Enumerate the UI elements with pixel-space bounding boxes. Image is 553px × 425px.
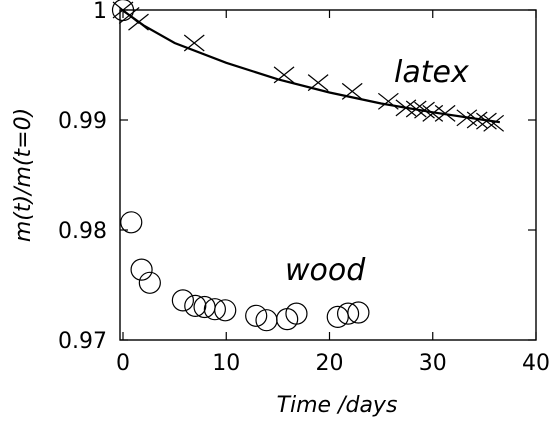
x-axis-title: Time /days bbox=[277, 393, 398, 418]
y-tick-label: 1 bbox=[93, 0, 107, 24]
wood-series bbox=[111, 0, 370, 332]
latex-point bbox=[483, 114, 505, 132]
wood-point bbox=[130, 258, 153, 281]
latex-point bbox=[183, 34, 205, 52]
wood-point bbox=[245, 304, 268, 327]
wood-point bbox=[336, 302, 360, 325]
latex-point bbox=[466, 111, 488, 129]
latex-point bbox=[476, 112, 497, 130]
latex-point bbox=[395, 99, 417, 117]
wood-point bbox=[285, 302, 308, 325]
x-tick-label: 30 bbox=[419, 351, 447, 376]
latex-point bbox=[307, 74, 329, 92]
latex-point bbox=[405, 100, 427, 118]
wood-point bbox=[111, 0, 135, 22]
wood-point bbox=[347, 301, 370, 324]
latex-point bbox=[377, 92, 399, 110]
x-tick-label: 40 bbox=[522, 351, 550, 376]
x-axis-ticks: 0 10 20 30 40 bbox=[116, 10, 550, 376]
y-tick-label: 0.98 bbox=[58, 219, 107, 244]
wood-point bbox=[120, 211, 143, 234]
wood-point bbox=[184, 294, 207, 317]
y-tick-label: 0.99 bbox=[58, 109, 107, 134]
latex-series bbox=[112, 1, 505, 132]
latex-point bbox=[273, 66, 295, 84]
wood-point bbox=[203, 298, 226, 321]
plot-frame bbox=[119, 9, 537, 341]
x-tick-label: 20 bbox=[316, 351, 344, 376]
latex-point bbox=[128, 13, 149, 31]
wood-point bbox=[138, 271, 161, 294]
x-tick-label: 10 bbox=[212, 351, 240, 376]
y-tick-label: 0.97 bbox=[58, 329, 107, 354]
latex-point bbox=[434, 104, 456, 122]
wood-point bbox=[214, 299, 237, 322]
y-axis-ticks: 0.97 0.98 0.99 1 bbox=[58, 0, 536, 354]
latex-series-label: latex bbox=[394, 55, 469, 90]
latex-fit-line bbox=[122, 9, 501, 124]
x-tick-label: 0 bbox=[116, 351, 130, 376]
latex-point bbox=[341, 82, 363, 100]
wood-point bbox=[171, 289, 194, 312]
y-axis-title: m(t)/m(t=0) bbox=[11, 108, 36, 242]
wood-series-label: wood bbox=[285, 253, 366, 288]
